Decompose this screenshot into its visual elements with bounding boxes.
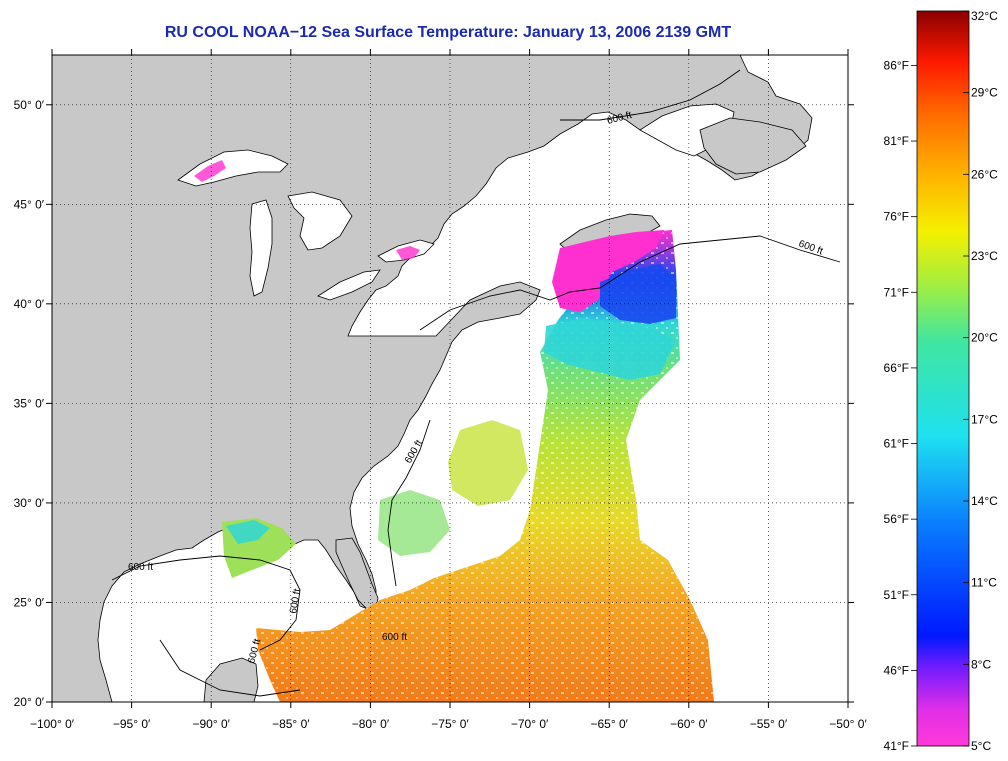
lon-tick-label: −70° 0′ <box>511 717 549 731</box>
lake-superior-sst <box>194 160 226 182</box>
colorbar-fahrenheit-label: 66°F <box>884 361 909 375</box>
colorbar-celsius-label: 29°C <box>971 86 998 100</box>
sst-cyan-patch <box>544 318 676 380</box>
lon-tick-label: −80° 0′ <box>352 717 390 731</box>
contour-east-coast <box>419 235 841 331</box>
contour-gulf <box>111 555 301 651</box>
lat-tick-label: 25° 0′ <box>14 595 45 609</box>
lon-tick-label: −100° 0′ <box>30 717 75 731</box>
land-yucatan <box>203 657 259 702</box>
colorbar-fahrenheit-labels: 86°F 81°F 76°F 71°F 66°F 61°F 56°F 51°F 46°F 41°F <box>884 58 917 753</box>
lon-tick-label: −50° 0′ <box>829 717 867 731</box>
colorbar-fahrenheit-label: 86°F <box>884 58 909 72</box>
colorbar-celsius-label: 11°C <box>971 576 997 590</box>
colorbar-celsius-label: 32°C <box>971 9 998 23</box>
colorbar-fahrenheit-label: 61°F <box>884 437 909 451</box>
contour-label: 600 ft <box>128 562 153 573</box>
colorbar-fahrenheit-label: 46°F <box>884 663 909 677</box>
map-panel: 600 ft 600 ft 600 ft 600 ft 600 ft 600 f… <box>52 55 848 702</box>
lon-tick-label: −75° 0′ <box>431 717 469 731</box>
longitude-labels: −100° 0′ −95° 0′ −90° 0′ −85° 0′ −80° 0′ −75°… <box>30 717 867 731</box>
sst-cold-blue-patch <box>600 264 676 324</box>
sst-imagery <box>222 230 714 702</box>
sst-gulf-cyan <box>226 520 270 544</box>
lon-tick-label: −95° 0′ <box>113 717 151 731</box>
contour-labrador <box>560 69 741 121</box>
contour-label: 600 ft <box>288 588 303 615</box>
lat-tick-label: 35° 0′ <box>14 396 45 410</box>
colorbar-fahrenheit-label: 71°F <box>884 285 909 299</box>
lon-tick-label: −55° 0′ <box>750 717 788 731</box>
lon-tick-label: −65° 0′ <box>590 717 628 731</box>
lat-tick-label: 40° 0′ <box>14 297 45 311</box>
lon-tick-label: −85° 0′ <box>272 717 310 731</box>
colorbar-fahrenheit-label: 76°F <box>884 210 909 224</box>
colorbar-celsius-label: 17°C <box>971 412 998 426</box>
sst-scattered-shelf <box>378 490 450 556</box>
contour-south <box>387 419 431 587</box>
sst-coldest-patch <box>552 230 664 312</box>
colorbar-celsius-label: 23°C <box>971 249 998 263</box>
lat-tick-label: 50° 0′ <box>14 98 45 112</box>
newfoundland <box>699 117 807 175</box>
lat-tick-label: 20° 0′ <box>14 695 45 709</box>
colorbar-celsius-label: 5°C <box>971 739 991 753</box>
colorbar-fahrenheit-label: 81°F <box>884 134 909 148</box>
colorbar-celsius-label: 8°C <box>971 657 991 671</box>
contour-label: 600 ft <box>382 632 407 643</box>
colorbar-celsius-label: 14°C <box>971 494 998 508</box>
lake-erie <box>317 269 381 301</box>
lon-tick-label: −90° 0′ <box>192 717 230 731</box>
depth-contours <box>111 69 841 697</box>
lat-tick-label: 30° 0′ <box>14 496 45 510</box>
lake-huron <box>287 191 353 251</box>
graticule <box>46 49 854 708</box>
lake-ontario-sst <box>396 246 420 260</box>
map-title: RU COOL NOAA−12 Sea Surface Temperature:… <box>165 24 732 41</box>
lat-tick-label: 45° 0′ <box>14 197 45 211</box>
colorbar-celsius-label: 20°C <box>971 331 998 345</box>
colorbar-fahrenheit-label: 41°F <box>884 739 909 753</box>
colorbar-celsius-label: 26°C <box>971 167 998 181</box>
sst-scattered-east <box>448 420 528 506</box>
lake-michigan <box>249 199 273 297</box>
colorbar <box>916 10 970 747</box>
colorbar-fahrenheit-label: 56°F <box>884 512 909 526</box>
latitude-labels: 50° 0′ 45° 0′ 40° 0′ 35° 0′ 30° 0′ 25° 0′ 20° … <box>14 98 45 709</box>
lon-tick-label: −60° 0′ <box>670 717 708 731</box>
colorbar-fahrenheit-label: 51°F <box>884 588 909 602</box>
colorbar-celsius-labels: 32°C 29°C 26°C 23°C 20°C 17°C 14°C 11°C 8°C 5°C <box>963 9 998 753</box>
contour-gulf-inner <box>159 639 301 697</box>
